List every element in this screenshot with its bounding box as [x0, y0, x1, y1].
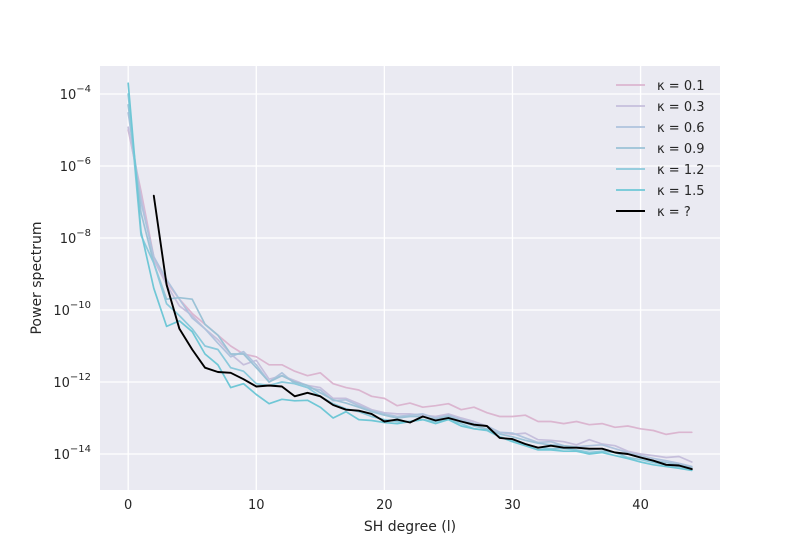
y-tick-base: 10: [53, 304, 70, 319]
x-tick-label: 20: [376, 498, 393, 513]
y-tick-base: 10: [60, 160, 77, 175]
x-tick-label: 10: [248, 498, 265, 513]
legend-label-5: κ = 1.5: [657, 184, 705, 199]
series-line-6: [152, 194, 693, 471]
y-tick-exponent: −14: [70, 444, 91, 455]
x-tick-label: 30: [504, 498, 521, 513]
series-layer: [127, 82, 693, 472]
legend-label-1: κ = 0.3: [657, 100, 705, 115]
x-axis-label: SH degree (l): [364, 519, 456, 535]
y-tick-base: 10: [53, 376, 70, 391]
y-tick-base: 10: [60, 232, 77, 247]
x-tick-label: 0: [124, 498, 132, 513]
x-tick-label: 40: [632, 498, 649, 513]
y-tick-label: 10−12: [53, 372, 91, 391]
plot-area: [100, 66, 720, 490]
legend-label-4: κ = 1.2: [657, 163, 705, 178]
y-tick-base: 10: [53, 448, 70, 463]
y-tick-base: 10: [60, 88, 77, 103]
legend-label-2: κ = 0.6: [657, 121, 705, 136]
y-tick-label: 10−14: [53, 444, 91, 463]
legend: κ = 0.1 κ = 0.3 κ = 0.6 κ = 0.9 κ = 1.2 κ = 1…: [616, 79, 705, 220]
series-line-0: [127, 129, 693, 436]
legend-label-6: κ = ?: [657, 205, 691, 220]
grid: [100, 66, 720, 490]
x-tick-labels: 0 10 20 30 40: [124, 498, 649, 513]
y-tick-exponent: −6: [76, 156, 91, 167]
series-line-1: [127, 126, 693, 463]
legend-label-0: κ = 0.1: [657, 79, 705, 94]
y-tick-exponent: −10: [70, 300, 91, 311]
y-tick-label: 10−4: [60, 84, 91, 103]
legend-label-3: κ = 0.9: [657, 142, 705, 157]
y-tick-label: 10−8: [60, 228, 91, 247]
y-tick-exponent: −8: [76, 228, 91, 239]
y-tick-exponent: −12: [70, 372, 91, 383]
series-line-2: [127, 111, 693, 468]
y-tick-label: 10−10: [53, 300, 91, 319]
y-axis-label: Power spectrum: [29, 221, 45, 334]
y-tick-label: 10−6: [60, 156, 91, 175]
y-tick-exponent: −4: [76, 84, 91, 95]
